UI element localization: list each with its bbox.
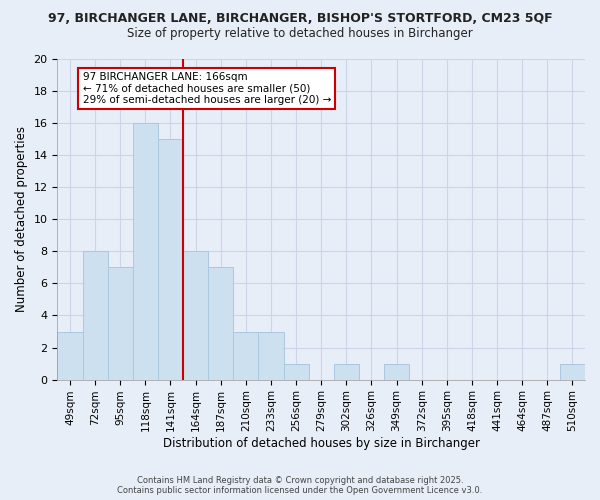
- Bar: [58, 332, 83, 380]
- Bar: [233, 332, 259, 380]
- Bar: [334, 364, 359, 380]
- Bar: [133, 123, 158, 380]
- Bar: [183, 252, 208, 380]
- Text: Size of property relative to detached houses in Birchanger: Size of property relative to detached ho…: [127, 28, 473, 40]
- Text: 97 BIRCHANGER LANE: 166sqm
← 71% of detached houses are smaller (50)
29% of semi: 97 BIRCHANGER LANE: 166sqm ← 71% of deta…: [83, 72, 331, 105]
- Bar: [259, 332, 284, 380]
- Bar: [107, 268, 133, 380]
- X-axis label: Distribution of detached houses by size in Birchanger: Distribution of detached houses by size …: [163, 437, 480, 450]
- Bar: [560, 364, 585, 380]
- Text: Contains HM Land Registry data © Crown copyright and database right 2025.
Contai: Contains HM Land Registry data © Crown c…: [118, 476, 482, 495]
- Bar: [284, 364, 308, 380]
- Y-axis label: Number of detached properties: Number of detached properties: [15, 126, 28, 312]
- Bar: [208, 268, 233, 380]
- Bar: [83, 252, 107, 380]
- Bar: [384, 364, 409, 380]
- Text: 97, BIRCHANGER LANE, BIRCHANGER, BISHOP'S STORTFORD, CM23 5QF: 97, BIRCHANGER LANE, BIRCHANGER, BISHOP'…: [47, 12, 553, 26]
- Bar: [158, 139, 183, 380]
